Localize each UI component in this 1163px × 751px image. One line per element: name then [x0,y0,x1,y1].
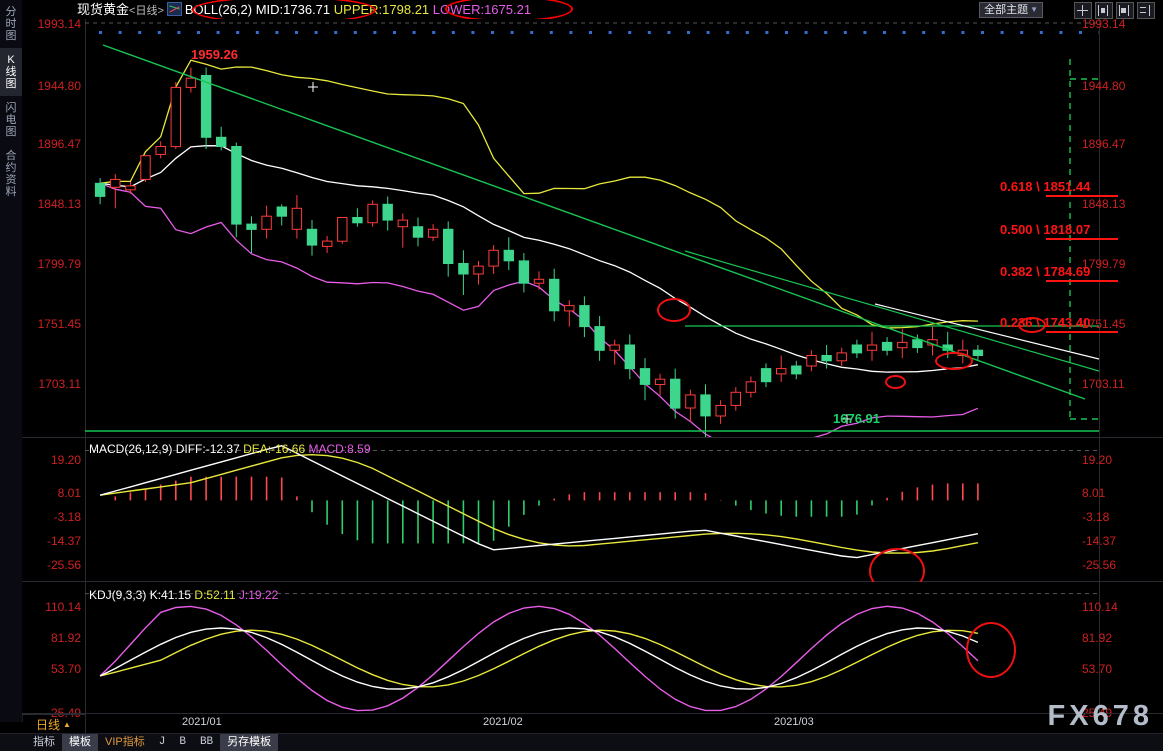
boll-mid-value: MID:1736.71 [256,2,330,17]
boll-chart-icon [167,2,182,16]
chart-header: 现货黄金<日线> BOLL(26,2) MID:1736.71 UPPER:179… [22,0,1163,19]
boll-lower-value: LOWER:1675.21 [433,2,531,17]
axis-tick-label: 19.20 [1082,454,1145,466]
axis-tick-label: -3.18 [1082,511,1145,523]
vip-indicator-button[interactable]: VIP指标 [98,734,152,751]
theme-select-label: 全部主题 [984,3,1028,17]
kdj-title: KDJ(9,3,3) [89,588,146,602]
sidebar-item-lightning-chart[interactable]: 闪电图 [0,96,22,144]
date-tick-label: 2021/02 [483,716,523,728]
price-panel [22,19,1163,437]
axis-tick-label: 8.01 [18,487,81,499]
boll-param-label: BOLL(26,2) [185,2,252,17]
fib-level-label: 0.382 \ 1784.69 [1000,265,1118,282]
axis-tick-label: 53.70 [1082,663,1145,675]
kdj-k-value: K:41.15 [150,588,191,602]
caret-up-icon: ▲ [63,720,71,729]
axis-tick-label: 19.20 [18,454,81,466]
macd-diff-value: DIFF:-12.37 [176,442,240,456]
axis-tick-label: 8.01 [1082,487,1145,499]
axis-tick-label: 81.92 [1082,632,1145,644]
date-tick-label: 2021/01 [182,716,222,728]
fib-level-label: 0.618 \ 1851.44 [1000,180,1118,197]
axis-tick-label: -14.37 [1082,535,1145,547]
axis-tick-label: -14.37 [18,535,81,547]
kdj-j-value: J:19.22 [239,588,278,602]
axis-tick-label: 1751.45 [18,318,81,330]
axis-tick-label: 1799.79 [18,258,81,270]
axis-tick-label: 1848.13 [18,198,81,210]
swing-high-label: 1959.26 [191,48,238,62]
sidebar-item-contract-info[interactable]: 合约资料 [0,144,22,204]
kdj-d-value: D:52.11 [194,588,235,602]
axis-tick-label: 1944.80 [1082,80,1145,92]
axis-tick-label: 110.14 [1082,601,1145,613]
boll-upper-value: UPPER:1798.21 [334,2,429,17]
b-button[interactable]: B [172,734,193,751]
axis-tick-label: 1703.11 [1082,378,1145,390]
period-selector[interactable]: 日线 ▲ [22,714,86,734]
axis-tick-label: 81.92 [18,632,81,644]
macd-chart[interactable] [85,438,1099,581]
date-tick-label: 2021/03 [774,716,814,728]
macd-macd-value: MACD:8.59 [308,442,370,456]
axis-tick-label: 1944.80 [18,80,81,92]
axis-tick-label: 1993.14 [1082,18,1145,30]
axis-tick-label: -25.56 [1082,559,1145,571]
macd-legend: MACD(26,12,9) DIFF:-12.37 DEA:-16.66 MAC… [89,443,371,456]
watermark: FX678 [1048,700,1153,733]
axis-tick-label: 1896.47 [18,138,81,150]
axis-tick-label: 53.70 [18,663,81,675]
fib-level-label: 0.236 \ 1743.40 [1000,316,1118,333]
macd-panel [22,438,1163,581]
template-button[interactable]: 模板 [62,734,98,751]
shift-right-icon[interactable] [1137,2,1155,19]
axis-tick-label: 1703.11 [18,378,81,390]
indicator-button[interactable]: 指标 [26,734,62,751]
date-axis: 2021/01 2021/02 2021/03 [22,714,1163,731]
j-button[interactable]: J [152,734,173,751]
axis-tick-label: -3.18 [18,511,81,523]
theme-select[interactable]: 全部主题 ▼ [979,2,1043,18]
axis-tick-label: 110.14 [18,601,81,613]
bb-button[interactable]: BB [193,734,220,751]
fib-level-label: 0.500 \ 1818.07 [1000,223,1118,240]
period-selector-label: 日线 [36,716,60,733]
candlestick-chart[interactable] [85,19,1099,437]
swing-low-label: 1676.91 [833,412,880,426]
macd-dea-value: DEA:-16.66 [243,442,305,456]
symbol-name: 现货黄金 [77,2,129,17]
boll-legend: 现货黄金<日线> BOLL(26,2) MID:1736.71 UPPER:179… [77,2,531,19]
macd-title: MACD(26,12,9) [89,442,172,456]
axis-tick-label: 1848.13 [1082,198,1145,210]
kdj-legend: KDJ(9,3,3) K:41.15 D:52.11 J:19.22 [89,589,278,602]
chevron-down-icon: ▼ [1030,3,1038,17]
period-label: <日线> [129,5,164,17]
axis-tick-label: -25.56 [18,559,81,571]
save-template-button[interactable]: 另存模板 [220,734,278,751]
axis-tick-label: 1993.14 [18,18,81,30]
axis-tick-label: 1896.47 [1082,138,1145,150]
